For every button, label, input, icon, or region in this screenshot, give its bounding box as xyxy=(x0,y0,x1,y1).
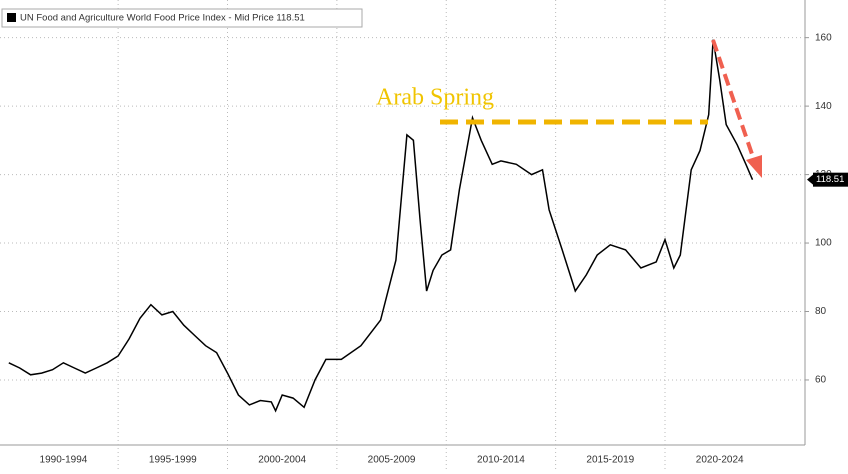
x-tick-label: 2020-2024 xyxy=(696,455,744,466)
plot: 60801001201401601990-19941995-19992000-2… xyxy=(0,0,832,469)
x-tick-label: 2000-2004 xyxy=(258,455,306,466)
annotation: Arab Spring xyxy=(376,85,494,111)
legend-box xyxy=(1,8,363,28)
x-tick-label: 1990-1994 xyxy=(40,455,88,466)
legend-swatch xyxy=(7,13,16,22)
last-value-box xyxy=(813,172,848,187)
line xyxy=(8,39,754,413)
x-tick-label: 2005-2009 xyxy=(368,455,416,466)
x-tick-label: 1995-1999 xyxy=(149,455,197,466)
arrow-shaft xyxy=(711,39,756,161)
x-tick-label: 2010-2014 xyxy=(477,455,525,466)
last-value-label: 118.51 xyxy=(816,174,844,185)
y-tick-label: 160 xyxy=(815,32,832,43)
y-tick-label: 80 xyxy=(815,306,827,317)
legend-label: UN Food and Agriculture World Food Price… xyxy=(20,13,305,24)
arrow-head xyxy=(746,155,762,178)
x-tick-label: 2015-2019 xyxy=(586,455,634,466)
y-tick-label: 140 xyxy=(815,101,832,112)
last-value-pointer xyxy=(807,174,813,185)
y-tick-label: 100 xyxy=(815,238,832,249)
y-tick-label: 60 xyxy=(815,375,827,386)
